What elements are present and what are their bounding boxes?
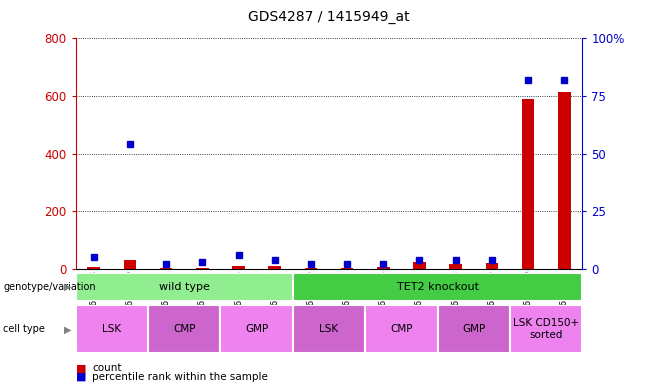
Bar (196, 268, 209, 269)
Bar (293, 305, 365, 353)
Text: GDS4287 / 1415949_at: GDS4287 / 1415949_at (248, 10, 410, 23)
Bar (232, 266, 245, 269)
Text: count: count (92, 363, 122, 373)
Text: LSK CD150+
sorted: LSK CD150+ sorted (513, 318, 579, 340)
Bar (377, 267, 390, 269)
Bar (76, 305, 148, 353)
Bar (76, 273, 293, 301)
Bar (220, 305, 293, 353)
Text: CMP: CMP (173, 324, 195, 334)
Bar (305, 268, 317, 269)
Bar (148, 305, 220, 353)
Bar (124, 260, 136, 269)
Text: wild type: wild type (159, 282, 210, 292)
Text: CMP: CMP (390, 324, 413, 334)
Bar (522, 99, 534, 269)
Text: ■: ■ (76, 372, 86, 382)
Bar (486, 263, 498, 269)
Bar (413, 262, 426, 269)
Text: GMP: GMP (462, 324, 486, 334)
Text: LSK: LSK (102, 324, 122, 334)
Bar (558, 92, 570, 269)
Text: ■: ■ (76, 363, 86, 373)
Bar (365, 305, 438, 353)
Text: percentile rank within the sample: percentile rank within the sample (92, 372, 268, 382)
Bar (293, 273, 582, 301)
Bar (449, 265, 462, 269)
Text: GMP: GMP (245, 324, 268, 334)
Text: ▶: ▶ (64, 282, 71, 292)
Text: LSK: LSK (319, 324, 339, 334)
Text: TET2 knockout: TET2 knockout (397, 282, 478, 292)
Bar (341, 268, 353, 269)
Bar (438, 305, 510, 353)
Bar (160, 268, 172, 269)
Bar (268, 266, 281, 269)
Text: cell type: cell type (3, 324, 45, 334)
Text: genotype/variation: genotype/variation (3, 282, 96, 292)
Bar (510, 305, 582, 353)
Bar (88, 267, 100, 269)
Text: ▶: ▶ (64, 324, 71, 334)
